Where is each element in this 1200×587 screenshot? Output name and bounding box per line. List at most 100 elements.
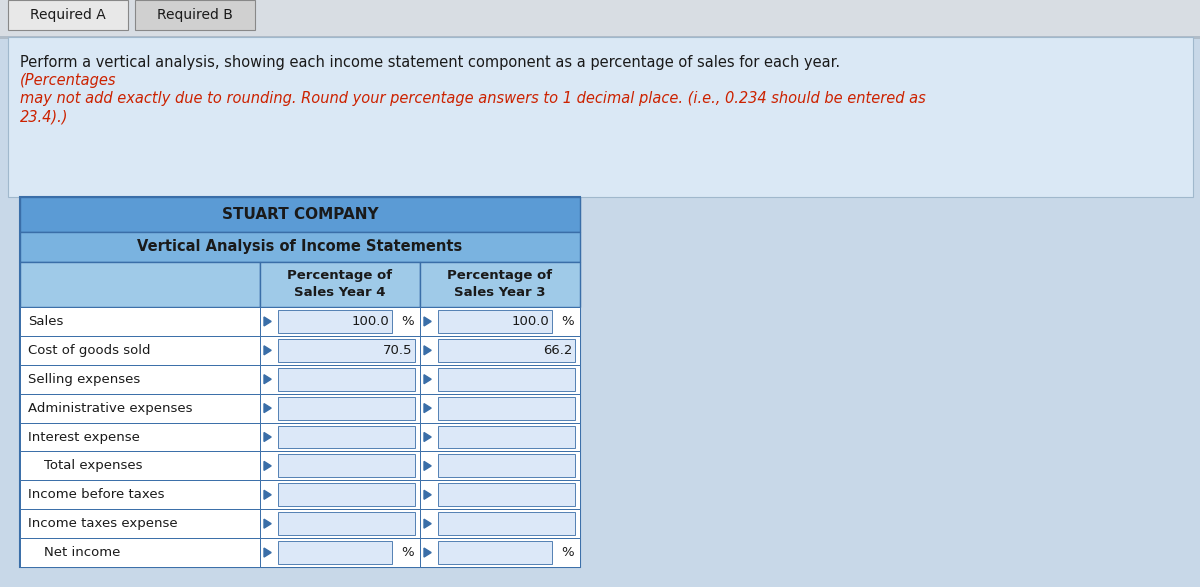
Bar: [420, 365, 580, 394]
Bar: [260, 538, 420, 567]
Bar: [0, 0, 1200, 37]
Bar: [438, 454, 575, 477]
Bar: [278, 397, 415, 420]
Bar: [260, 480, 420, 509]
Bar: [20, 197, 580, 232]
Polygon shape: [264, 404, 271, 413]
Text: %: %: [562, 315, 574, 328]
Bar: [260, 451, 420, 480]
Bar: [20, 423, 260, 451]
Bar: [0, 36, 1200, 39]
Bar: [438, 512, 575, 535]
Bar: [420, 423, 580, 451]
Bar: [260, 262, 420, 307]
Text: 66.2: 66.2: [542, 344, 572, 357]
Text: Sales: Sales: [28, 315, 64, 328]
Text: Interest expense: Interest expense: [28, 430, 140, 444]
Bar: [8, 37, 1193, 197]
Polygon shape: [264, 346, 271, 355]
Polygon shape: [424, 461, 431, 470]
Bar: [260, 423, 420, 451]
Bar: [20, 307, 260, 336]
Bar: [438, 397, 575, 420]
Polygon shape: [264, 490, 271, 500]
Bar: [420, 538, 580, 567]
Bar: [20, 509, 260, 538]
Bar: [420, 451, 580, 480]
Bar: [20, 451, 260, 480]
Bar: [278, 339, 415, 362]
Text: Income before taxes: Income before taxes: [28, 488, 164, 501]
Bar: [134, 0, 256, 30]
Bar: [438, 368, 575, 391]
Bar: [438, 483, 575, 506]
Polygon shape: [264, 461, 271, 470]
Bar: [438, 310, 552, 333]
Text: 100.0: 100.0: [511, 315, 550, 328]
Polygon shape: [264, 548, 271, 557]
Text: (Percentages: (Percentages: [20, 73, 116, 88]
Bar: [260, 365, 420, 394]
Bar: [20, 336, 260, 365]
Text: Required B: Required B: [157, 8, 233, 22]
Polygon shape: [424, 433, 431, 441]
Text: Cost of goods sold: Cost of goods sold: [28, 344, 150, 357]
Polygon shape: [424, 490, 431, 500]
Bar: [438, 339, 575, 362]
Text: Administrative expenses: Administrative expenses: [28, 402, 192, 414]
Polygon shape: [424, 548, 431, 557]
Bar: [420, 480, 580, 509]
Bar: [278, 368, 415, 391]
Bar: [20, 262, 260, 307]
Text: %: %: [401, 546, 414, 559]
Text: Income taxes expense: Income taxes expense: [28, 517, 178, 530]
Bar: [278, 483, 415, 506]
Bar: [260, 336, 420, 365]
Bar: [278, 310, 392, 333]
Text: 100.0: 100.0: [352, 315, 389, 328]
Text: Perform a vertical analysis, showing each income statement component as a percen: Perform a vertical analysis, showing eac…: [20, 55, 840, 70]
Text: STUART COMPANY: STUART COMPANY: [222, 207, 378, 222]
Text: Required A: Required A: [30, 8, 106, 22]
Bar: [278, 426, 415, 448]
Polygon shape: [424, 519, 431, 528]
Bar: [420, 394, 580, 423]
Bar: [260, 307, 420, 336]
Polygon shape: [424, 375, 431, 384]
Text: Percentage of
Sales Year 3: Percentage of Sales Year 3: [448, 269, 552, 299]
Polygon shape: [264, 375, 271, 384]
Text: 70.5: 70.5: [383, 344, 412, 357]
Bar: [438, 426, 575, 448]
Bar: [260, 509, 420, 538]
Bar: [20, 480, 260, 509]
Bar: [8, 0, 128, 30]
Polygon shape: [424, 317, 431, 326]
Bar: [278, 541, 392, 564]
Bar: [260, 394, 420, 423]
Bar: [420, 509, 580, 538]
Polygon shape: [264, 317, 271, 326]
Text: may not add exactly due to rounding. Round your percentage answers to 1 decimal : may not add exactly due to rounding. Rou…: [20, 91, 925, 106]
Polygon shape: [424, 346, 431, 355]
Text: Net income: Net income: [44, 546, 120, 559]
Polygon shape: [424, 404, 431, 413]
Bar: [438, 541, 552, 564]
Text: 23.4).): 23.4).): [20, 109, 68, 124]
Polygon shape: [264, 519, 271, 528]
Bar: [278, 512, 415, 535]
Bar: [420, 262, 580, 307]
Bar: [20, 232, 580, 262]
Text: Vertical Analysis of Income Statements: Vertical Analysis of Income Statements: [137, 239, 463, 255]
Text: %: %: [562, 546, 574, 559]
Bar: [20, 394, 260, 423]
Bar: [20, 197, 580, 567]
Text: %: %: [401, 315, 414, 328]
Bar: [20, 538, 260, 567]
Text: Percentage of
Sales Year 4: Percentage of Sales Year 4: [288, 269, 392, 299]
Bar: [20, 365, 260, 394]
Bar: [420, 336, 580, 365]
Polygon shape: [264, 433, 271, 441]
Text: Selling expenses: Selling expenses: [28, 373, 140, 386]
Bar: [420, 307, 580, 336]
Bar: [278, 454, 415, 477]
